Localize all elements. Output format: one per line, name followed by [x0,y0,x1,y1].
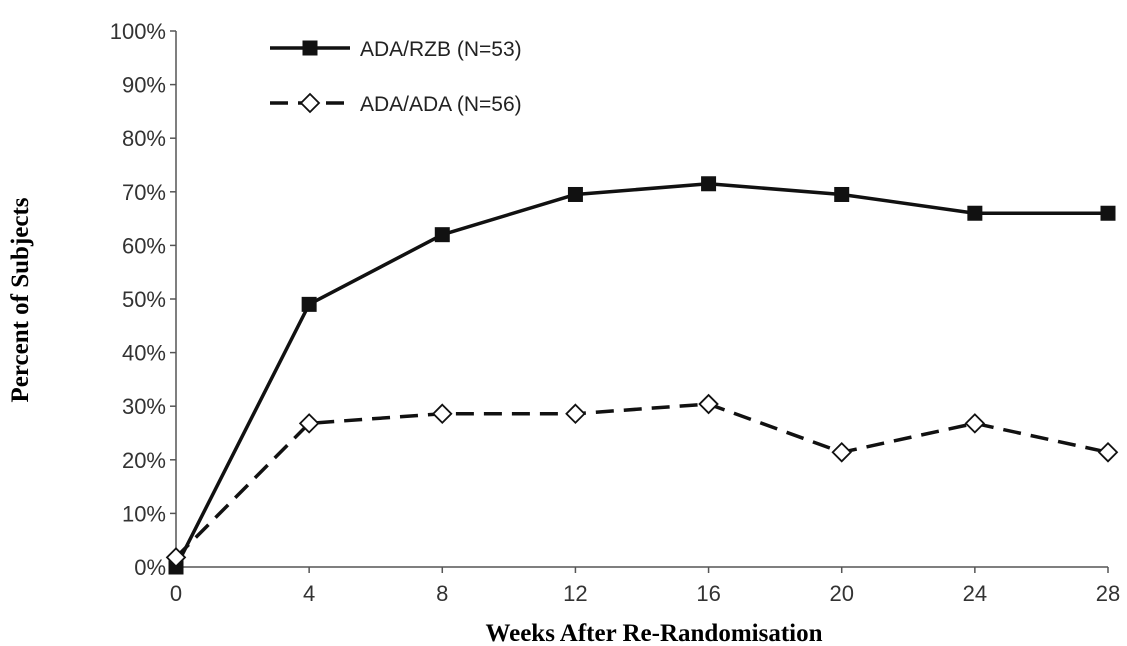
y-tick-label: 0% [134,555,166,580]
y-tick-label: 40% [122,341,166,366]
data-point [834,186,850,202]
legend-label: ADA/ADA (N=56) [360,93,522,116]
y-tick-label: 90% [122,73,166,98]
x-axis-title: Weeks After Re-Randomisation [485,620,822,646]
data-point [165,547,187,568]
legend-marker [299,92,321,114]
y-tick-label: 100% [110,19,166,44]
y-tick-label: 50% [122,287,166,312]
series-2 [165,393,1119,568]
y-tick-label: 30% [122,394,166,419]
legend-item: ADA/RZB (N=53) [270,38,522,61]
y-axis-title: Percent of Subjects [7,197,34,402]
series-line [174,182,1108,568]
data-point [565,403,586,424]
x-tick-label: 16 [696,581,720,606]
series-1 [168,176,1116,575]
legend: ADA/RZB (N=53) ADA/ADA (N=56) [270,38,522,116]
data-point [701,176,717,192]
x-axis-ticks: 0 4 8 12 16 20 24 28 [170,567,1120,606]
data-point [698,393,719,415]
x-tick-label: 4 [303,581,315,606]
y-tick-label: 60% [122,233,166,258]
y-tick-label: 70% [122,180,166,205]
x-tick-label: 12 [563,581,587,606]
data-point [434,227,450,243]
data-point [964,413,986,434]
y-tick-label: 80% [122,126,166,151]
x-tick-label: 20 [829,581,853,606]
data-point [967,205,983,221]
series-layer [165,176,1119,575]
legend-marker [302,40,318,56]
data-point [298,413,320,434]
legend-label: ADA/RZB (N=53) [360,38,522,61]
x-tick-label: 8 [436,581,448,606]
data-point [1100,205,1116,221]
y-tick-label: 20% [122,448,166,473]
series-line [174,402,1109,559]
data-point [432,403,453,424]
legend-item: ADA/ADA (N=56) [270,92,522,116]
data-point [1097,442,1119,463]
x-tick-label: 28 [1096,581,1120,606]
data-point [567,186,583,202]
data-point [831,442,852,463]
data-point [301,296,317,312]
x-tick-label: 0 [170,581,182,606]
y-tick-label: 10% [122,501,166,526]
x-tick-label: 24 [963,581,987,606]
y-axis-ticks: 0% 10% 20% 30% 40% 50% 60% 70% 80% 90% 100% [110,19,176,580]
